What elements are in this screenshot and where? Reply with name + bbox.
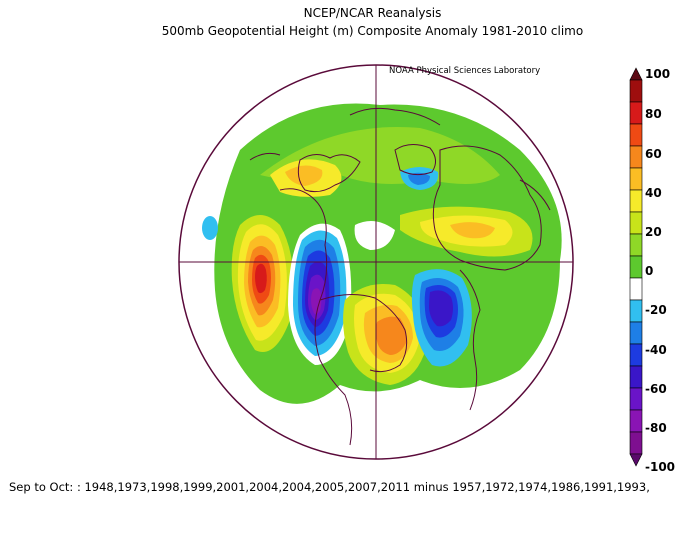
- colorbar-segment: [629, 123, 643, 147]
- colorbar-segment: [629, 145, 643, 169]
- colorbar-segment: [629, 101, 643, 125]
- map-border: [178, 64, 574, 460]
- map-subtitle: 500mb Geopotential Height (m) Composite …: [161, 24, 584, 38]
- composite-years-caption: Sep to Oct: : 1948,1973,1998,1999,2001,2…: [9, 480, 650, 494]
- colorbar-segment: [629, 211, 643, 235]
- colorbar-tick-label: 60: [645, 147, 662, 161]
- colorbar-tick-label: -20: [645, 303, 667, 317]
- colorbar-tick-label: -40: [645, 343, 667, 357]
- colorbar-segment: [629, 321, 643, 345]
- colorbar-segment: [629, 277, 643, 301]
- credit-label: NOAA Physical Sciences Laboratory: [389, 66, 541, 76]
- colorbar-segment: [629, 189, 643, 213]
- colorbar-segment: [629, 453, 643, 467]
- colorbar-segment: [629, 343, 643, 367]
- anomaly-field: [202, 103, 562, 404]
- colorbar-tick-label: 80: [645, 107, 662, 121]
- colorbar-segment: [629, 365, 643, 389]
- colorbar-tick-label: -60: [645, 382, 667, 396]
- colorbar-tick-label: 20: [645, 225, 662, 239]
- colorbar-tick-label: -80: [645, 421, 667, 435]
- map-title: NCEP/NCAR Reanalysis: [303, 6, 442, 20]
- colorbar-segment: [629, 255, 643, 279]
- colorbar-segment: [629, 387, 643, 411]
- colorbar-tick-label: 0: [645, 264, 654, 278]
- colorbar-tick-label: 40: [645, 186, 662, 200]
- colorbar-segment: [629, 233, 643, 257]
- colorbar-tick-label: -100: [645, 460, 676, 474]
- colorbar-segment: [629, 299, 643, 323]
- colorbar-segment: [629, 79, 643, 103]
- colorbar-segment: [629, 67, 643, 81]
- coastlines: [249, 107, 551, 446]
- colorbar-segment: [629, 409, 643, 433]
- colorbar-segment: [629, 167, 643, 191]
- colorbar-tick-label: 100: [645, 67, 671, 81]
- colorbar-segment: [629, 431, 643, 455]
